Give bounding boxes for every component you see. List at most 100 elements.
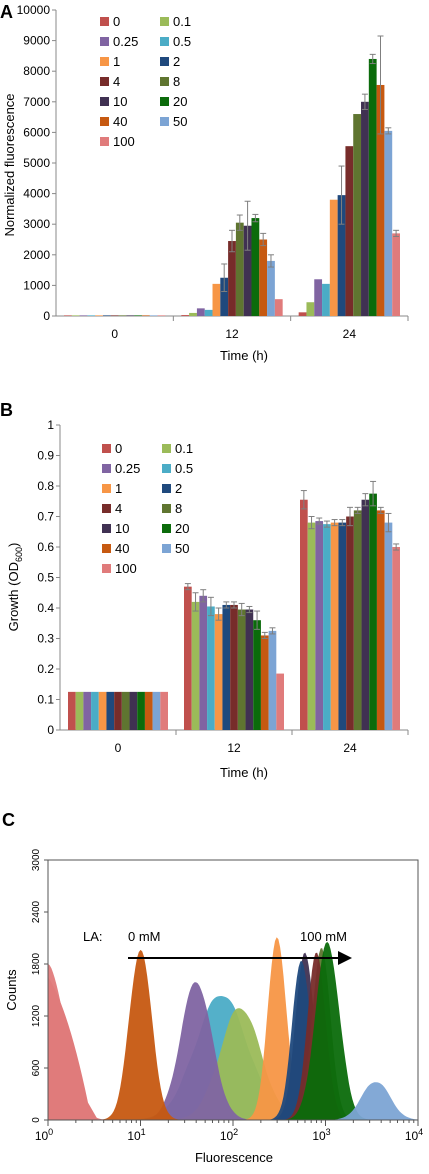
y-tick-label: 0.8 — [37, 479, 54, 493]
y-axis-label: Growth (OD600) — [6, 543, 24, 632]
x-tick-label: 100 — [35, 1127, 53, 1143]
legend-swatch — [160, 57, 169, 66]
bar — [323, 524, 331, 730]
y-tick-label: 0 — [31, 1117, 42, 1123]
bar — [353, 510, 362, 730]
bar — [160, 691, 168, 730]
bar — [95, 315, 103, 316]
bar — [230, 604, 238, 730]
panel-label-c: C — [2, 810, 15, 830]
legend-swatch — [162, 464, 171, 473]
legend-label: 0.25 — [115, 461, 140, 476]
bar — [134, 315, 142, 316]
bar — [102, 315, 111, 316]
bar — [64, 315, 72, 316]
y-tick-label: 0.6 — [37, 540, 54, 554]
legend-swatch — [100, 37, 109, 46]
bar — [353, 114, 362, 316]
bar — [184, 586, 192, 730]
bar — [71, 315, 80, 316]
legend-swatch — [102, 464, 111, 473]
y-tick-label: 2000 — [23, 248, 50, 262]
legend-label: 100 — [115, 561, 137, 576]
y-tick-label: 0.1 — [37, 693, 54, 707]
legend-label: 0 — [115, 441, 122, 456]
annotation-arrowhead — [338, 951, 352, 965]
legend-swatch — [102, 484, 111, 493]
annotation-prefix: LA: — [83, 929, 103, 944]
bar — [276, 673, 284, 730]
bar — [212, 283, 221, 316]
y-tick-label: 1800 — [31, 952, 42, 975]
panel-b: B Growth (OD600) Time (h) 0 0.1 0.2 0.3 0.4 0… — [0, 392, 429, 782]
bar — [306, 302, 315, 316]
bar — [384, 522, 393, 730]
bar — [392, 233, 400, 316]
bar — [237, 609, 246, 730]
legend-label: 20 — [175, 521, 189, 536]
legend-swatch — [102, 524, 111, 533]
histogram — [48, 977, 98, 1120]
legend-label: 40 — [115, 541, 129, 556]
legend-label: 2 — [175, 481, 182, 496]
legend-swatch — [102, 564, 111, 573]
y-tick-label: 4000 — [23, 187, 50, 201]
bar — [260, 635, 269, 730]
bar — [300, 499, 308, 730]
legend-swatch — [100, 117, 109, 126]
y-axis-label: Counts — [4, 969, 19, 1011]
y-tick-label: 0.4 — [37, 601, 54, 615]
legend-label: 2 — [173, 54, 180, 69]
legend-label: 8 — [173, 74, 180, 89]
bar — [345, 146, 354, 316]
histogram — [48, 941, 418, 1120]
bar — [384, 130, 393, 316]
bar — [346, 516, 354, 730]
y-axis-label-main: Growth (OD — [6, 562, 21, 631]
bar — [376, 510, 385, 730]
x-axis-label: Fluorescence — [195, 1150, 273, 1165]
x-tick-label: 24 — [343, 327, 357, 341]
bar — [392, 547, 400, 730]
y-axis-label-sub: 600 — [14, 547, 24, 562]
bar — [337, 195, 346, 316]
legend-label: 40 — [113, 114, 127, 129]
y-tick-label: 5000 — [23, 156, 50, 170]
bar — [267, 260, 275, 316]
y-tick-label: 0.5 — [37, 571, 54, 585]
y-tick-label: 8000 — [23, 64, 50, 78]
bar — [259, 239, 268, 316]
annotation-start: 0 mM — [128, 929, 161, 944]
y-tick-label: 1 — [47, 418, 54, 432]
histogram — [48, 1082, 418, 1120]
legend-label: 20 — [173, 94, 187, 109]
legend-swatch — [102, 544, 111, 553]
y-tick-label: 7000 — [23, 95, 50, 109]
bar — [243, 225, 252, 316]
bar — [152, 691, 161, 730]
legend-swatch — [160, 97, 169, 106]
bar — [214, 614, 223, 730]
legend-label: 0 — [113, 14, 120, 29]
x-tick-label: 102 — [220, 1127, 238, 1143]
bar — [126, 315, 135, 316]
bar — [245, 609, 254, 730]
x-tick-label: 101 — [127, 1127, 145, 1143]
panel-a: A Normalized fluorescence Time (h) 0 1000… — [0, 0, 429, 385]
bar — [228, 241, 236, 316]
bar — [79, 315, 88, 316]
legend-label: 1 — [115, 481, 122, 496]
legend-label: 0.25 — [113, 34, 138, 49]
x-tick-label: 12 — [227, 741, 241, 755]
legend-label: 50 — [175, 541, 189, 556]
legend-swatch — [160, 117, 169, 126]
bar — [330, 522, 339, 730]
legend-label: 10 — [113, 94, 127, 109]
bar — [361, 499, 370, 730]
legend-label: 8 — [175, 501, 182, 516]
legend-label: 0.1 — [175, 441, 193, 456]
bar — [307, 522, 316, 730]
bar — [253, 620, 261, 730]
legend-swatch — [100, 17, 109, 26]
legend-label: 0.5 — [173, 34, 191, 49]
